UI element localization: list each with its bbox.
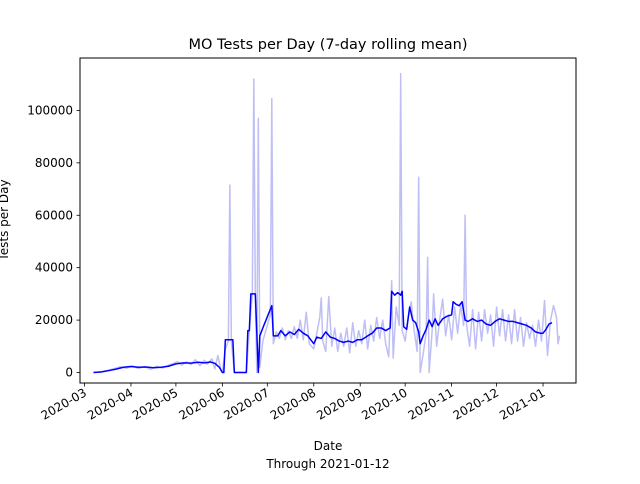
y-tick-label: 80000 (35, 156, 73, 170)
chart-title: MO Tests per Day (7-day rolling mean) (189, 37, 468, 53)
plot-frame (79, 57, 577, 384)
y-tick-label: 40000 (35, 261, 73, 275)
y-tick-label: 0 (65, 366, 73, 380)
x-axis-note: Through 2021-01-12 (265, 457, 389, 471)
x-axis-label: Date (314, 439, 343, 453)
y-tick-label: 20000 (35, 313, 73, 327)
y-axis-label: Tests per Day (0, 179, 11, 261)
y-axis: 0 20000 40000 60000 80000 100000 (27, 103, 80, 380)
y-tick-label: 60000 (35, 208, 73, 222)
rolling-mean-line (93, 290, 553, 374)
series-layer (93, 72, 561, 374)
y-tick-label: 100000 (27, 103, 73, 117)
daily-tests-line (93, 72, 561, 374)
